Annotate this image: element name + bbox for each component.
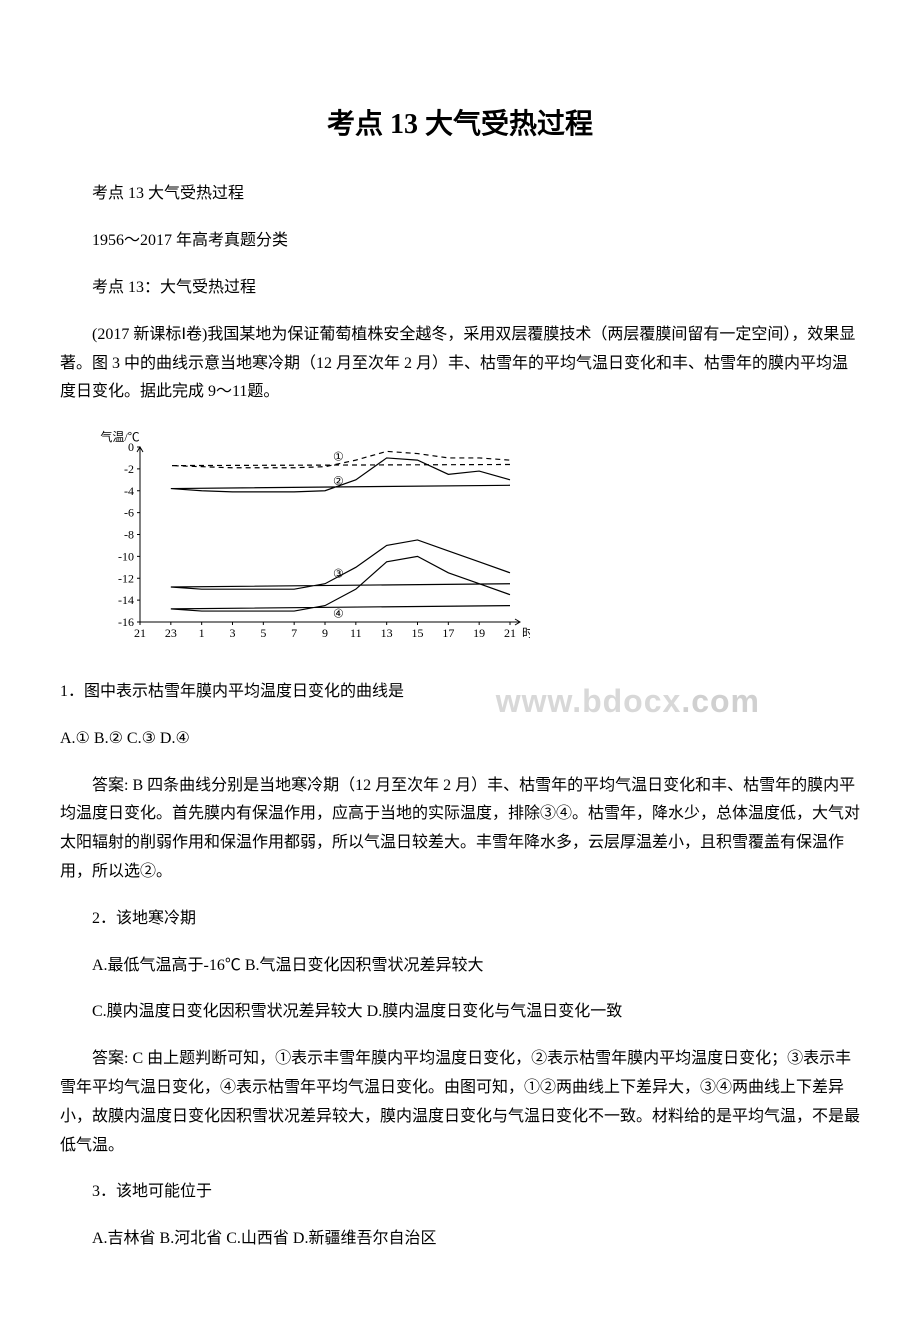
subtitle-3: 考点 13：大气受热过程 <box>60 274 860 303</box>
question-2-option-a: A.最低气温高于-16℃ B.气温日变化因积雪状况差异较大 <box>60 952 860 981</box>
svg-text:0: 0 <box>128 440 134 454</box>
question-2-option-b: C.膜内温度日变化因积雪状况差异较大 D.膜内温度日变化与气温日变化一致 <box>60 998 860 1027</box>
svg-text:②: ② <box>333 474 344 488</box>
svg-text:-6: -6 <box>124 506 134 520</box>
svg-text:9: 9 <box>322 626 328 640</box>
svg-text:-10: -10 <box>118 550 134 564</box>
svg-text:-8: -8 <box>124 528 134 542</box>
svg-text:④: ④ <box>333 607 344 621</box>
svg-text:19: 19 <box>473 626 485 640</box>
svg-text:-12: -12 <box>118 571 134 585</box>
svg-text:23: 23 <box>165 626 177 640</box>
subtitle-2: 1956～2017 年高考真题分类 <box>60 227 860 256</box>
svg-text:21: 21 <box>134 626 146 640</box>
svg-text:7: 7 <box>291 626 297 640</box>
svg-text:15: 15 <box>412 626 424 640</box>
question-1: 1．图中表示枯雪年膜内平均温度日变化的曲线是 <box>60 678 860 707</box>
temperature-chart: 气温/℃0-2-4-6-8-10-12-14-16212313579111315… <box>90 427 860 658</box>
svg-text:5: 5 <box>260 626 266 640</box>
svg-text:21: 21 <box>504 626 516 640</box>
question-2: 2．该地寒冷期 <box>60 905 860 934</box>
svg-text:-16: -16 <box>118 615 134 629</box>
svg-text:1: 1 <box>199 626 205 640</box>
subtitle-1: 考点 13 大气受热过程 <box>60 180 860 209</box>
svg-text:-4: -4 <box>124 484 134 498</box>
svg-text:-14: -14 <box>118 593 134 607</box>
answer-2: 答案: C 由上题判断可知，①表示丰雪年膜内平均温度日变化，②表示枯雪年膜内平均… <box>60 1045 860 1160</box>
answer-1: 答案: B 四条曲线分别是当地寒冷期（12 月至次年 2 月）丰、枯雪年的平均气… <box>60 772 860 887</box>
svg-text:17: 17 <box>442 626 454 640</box>
svg-text:-2: -2 <box>124 462 134 476</box>
svg-text:3: 3 <box>230 626 236 640</box>
document-title: 考点 13 大气受热过程 <box>60 100 860 150</box>
svg-text:11: 11 <box>350 626 362 640</box>
question-3-options: A.吉林省 B.河北省 C.山西省 D.新疆维吾尔自治区 <box>60 1225 860 1254</box>
svg-text:③: ③ <box>333 567 344 581</box>
svg-text:①: ① <box>333 450 344 464</box>
intro-paragraph: (2017 新课标Ⅰ卷)我国某地为保证葡萄植株安全越冬，采用双层覆膜技术（两层覆… <box>60 321 860 407</box>
svg-text:13: 13 <box>381 626 393 640</box>
svg-text:时: 时 <box>522 626 530 640</box>
question-1-options: A.① B.② C.③ D.④ <box>60 725 860 754</box>
question-3: 3．该地可能位于 <box>60 1178 860 1207</box>
